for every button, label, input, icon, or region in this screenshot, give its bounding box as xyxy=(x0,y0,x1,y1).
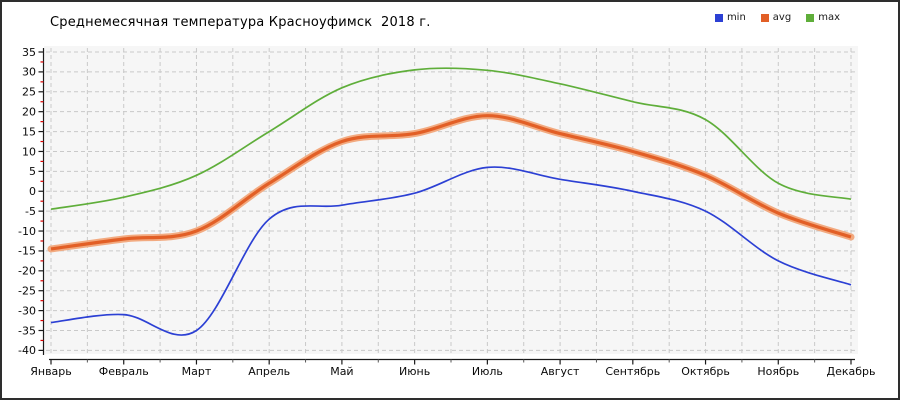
legend-swatch-min-icon xyxy=(714,13,723,22)
x-tick-label: Июль xyxy=(472,365,503,378)
y-tick-label: -10 xyxy=(18,225,36,238)
legend-swatch-avg-icon xyxy=(760,13,769,22)
x-tick-label: Декабрь xyxy=(827,365,876,378)
y-tick-label: -5 xyxy=(25,205,36,218)
legend-label-min: min xyxy=(726,12,746,23)
gridlines xyxy=(46,48,857,354)
y-tick-label: 35 xyxy=(22,46,36,59)
x-tick-label: Май xyxy=(330,365,353,378)
y-tick-label: -15 xyxy=(18,245,36,258)
x-tick-label: Февраль xyxy=(99,365,149,378)
y-tick-label: -20 xyxy=(18,265,36,278)
x-tick-label: Апрель xyxy=(248,365,290,378)
x-tick-label: Август xyxy=(541,365,580,378)
y-tick-label: 30 xyxy=(22,66,36,79)
x-tick-label: Январь xyxy=(30,365,72,378)
series-avg-line xyxy=(50,114,852,251)
y-tick-label: 10 xyxy=(22,145,36,158)
legend: min avg max xyxy=(714,12,840,23)
x-tick-label: Июнь xyxy=(399,365,430,378)
series-max-line xyxy=(50,67,852,210)
y-tick-label: -35 xyxy=(18,324,36,337)
legend-item-min[interactable]: min xyxy=(714,12,746,23)
y-tick-label: 20 xyxy=(22,105,36,118)
y-tick-label: 15 xyxy=(22,125,36,138)
y-tick-label: 5 xyxy=(29,165,36,178)
y-tick-label: -25 xyxy=(18,285,36,298)
legend-item-avg[interactable]: avg xyxy=(760,12,792,23)
y-tick-label: 25 xyxy=(22,86,36,99)
legend-label-avg: avg xyxy=(772,12,792,23)
chart-title: Среднемесячная температура Красноуфимск … xyxy=(50,15,431,30)
y-tick-label: -40 xyxy=(18,344,36,357)
x-tick-label: Ноябрь xyxy=(757,365,799,378)
x-axis-ticks: Январь Февраль Март Апрель Май Июнь Июль Август… xyxy=(30,359,876,378)
x-tick-label: Март xyxy=(182,365,212,378)
legend-item-max[interactable]: max xyxy=(806,12,840,23)
y-tick-label: -30 xyxy=(18,304,36,317)
x-tick-label: Октябрь xyxy=(681,365,730,378)
legend-swatch-max-icon xyxy=(806,13,815,22)
series-min-line xyxy=(50,166,852,336)
x-tick-label: Сентябрь xyxy=(605,365,660,378)
legend-label-max: max xyxy=(818,12,840,23)
y-tick-label: 0 xyxy=(29,185,36,198)
y-axis-ticks: 35 30 25 20 15 10 5 0 -5 -10 -15 -20 -25 -30 -35 -40 xyxy=(18,46,44,357)
